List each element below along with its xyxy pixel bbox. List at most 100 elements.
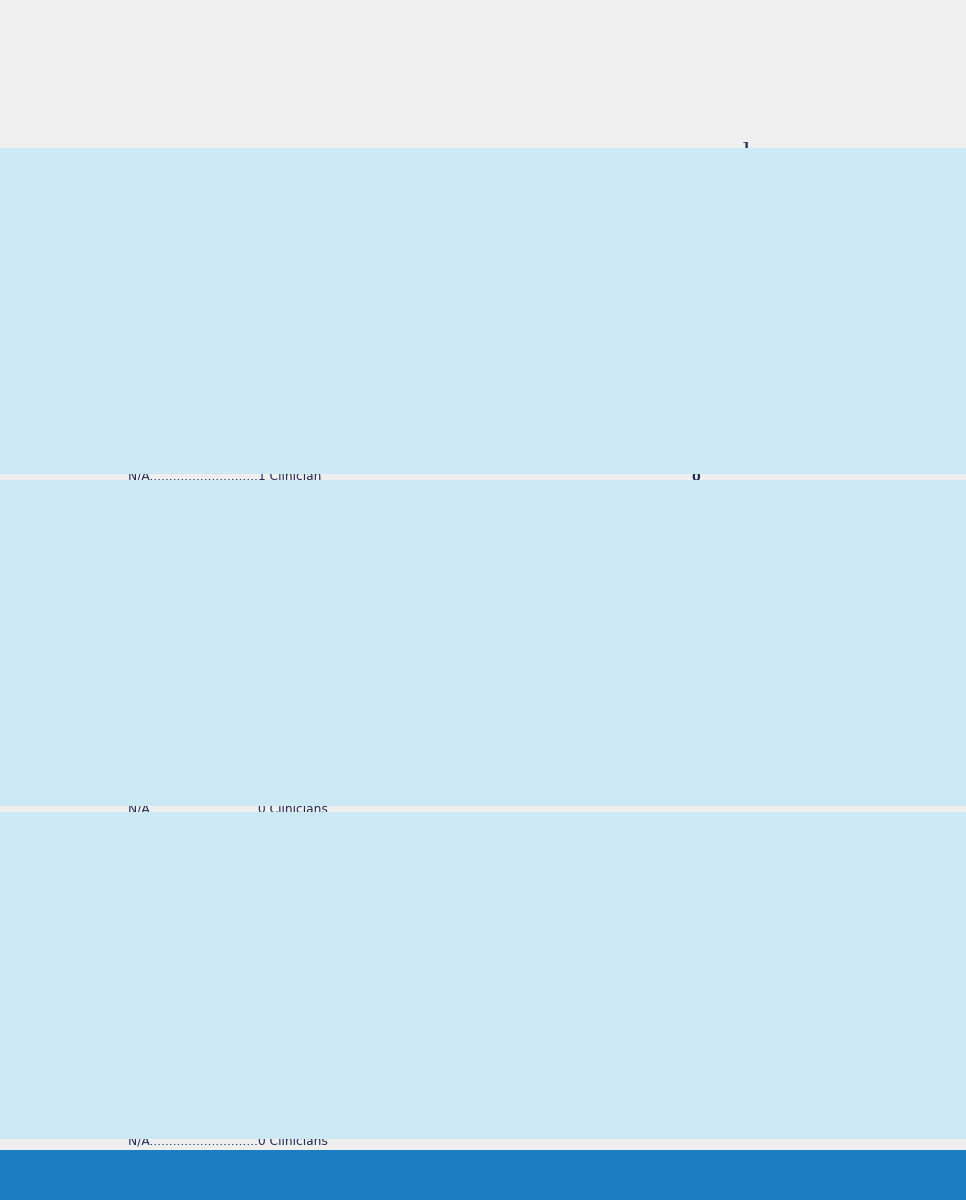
Bar	[79, 325, 114, 346]
Text: Disagrees: Disagrees	[542, 244, 593, 254]
Text: Disagree: Disagree	[674, 510, 721, 520]
Text: The TIDIShield Transport: The TIDIShield Transport	[79, 845, 264, 860]
Wedge shape	[581, 526, 696, 749]
Text: 88%: 88%	[663, 324, 728, 352]
Text: N/A............................0 Clinicians: N/A............................0 Clinici…	[128, 802, 328, 815]
Polygon shape	[19, 216, 61, 269]
Text: safely: safely	[354, 550, 403, 565]
Bar	[79, 799, 114, 818]
Text: Agree: Agree	[534, 956, 565, 967]
Text: Disagree: Disagree	[673, 503, 720, 512]
Polygon shape	[19, 881, 61, 934]
Wedge shape	[622, 193, 696, 257]
Text: Strongly: Strongly	[724, 172, 768, 181]
Wedge shape	[621, 220, 654, 257]
Text: saves time: saves time	[264, 180, 354, 196]
Wedge shape	[696, 526, 697, 575]
Bar	[79, 431, 114, 451]
Text: compared: compared	[354, 180, 432, 196]
Text: Clinician: Clinician	[622, 828, 668, 839]
Text: Strongly Agree:: Strongly Agree:	[643, 632, 748, 646]
Text: Agree or: Agree or	[667, 946, 724, 959]
Text: 0: 0	[597, 164, 606, 178]
Text: 0: 0	[693, 463, 702, 476]
Text: 6: 6	[742, 425, 751, 438]
Text: 1: 1	[640, 812, 649, 824]
Wedge shape	[581, 220, 810, 422]
Text: Survey Results: Survey Results	[79, 643, 178, 656]
Text: identified.: identified.	[79, 920, 165, 935]
Text: 4: 4	[546, 593, 554, 606]
Text: 89%: 89%	[663, 989, 728, 1016]
Text: Strongly Agree:: Strongly Agree:	[643, 965, 748, 978]
Wedge shape	[621, 858, 696, 922]
Text: As part of an ASC case study conducted by TIDI Products, nine (9) clinicians wer: As part of an ASC case study conducted b…	[183, 64, 783, 78]
Text: The TIDIShield Transport: The TIDIShield Transport	[79, 180, 264, 196]
Text: Strongly Disagree........0 Clinicians: Strongly Disagree........0 Clinicians	[128, 434, 338, 448]
Text: Clinicians: Clinicians	[525, 942, 575, 952]
Text: Clinician: Clinician	[724, 156, 769, 167]
Text: Disagree.....................0 Clinicians: Disagree.....................0 Clinician…	[128, 732, 334, 745]
Bar	[79, 467, 114, 486]
Text: Survey Results: Survey Results	[79, 976, 178, 989]
Text: Disagree: Disagree	[673, 842, 720, 852]
Text: Clinician: Clinician	[545, 229, 590, 239]
Wedge shape	[696, 858, 697, 907]
Bar	[79, 658, 114, 678]
Text: 1: 1	[742, 139, 751, 152]
Text: Strongly: Strongly	[802, 1049, 845, 1060]
Text: Agrees: Agrees	[728, 186, 764, 197]
Bar	[79, 728, 114, 748]
Text: Agree.........................4 Clinicians: Agree.........................4 Clinicia…	[128, 696, 331, 709]
Text: Clinicians: Clinicians	[816, 653, 867, 664]
Circle shape	[630, 575, 761, 706]
Text: Strongly Disagree........0 Clinicians: Strongly Disagree........0 Clinicians	[128, 1099, 338, 1112]
Text: the post-case back table.: the post-case back table.	[79, 256, 265, 270]
Text: Agree or: Agree or	[667, 281, 724, 294]
Text: 0: 0	[692, 796, 700, 809]
Bar	[79, 396, 114, 415]
Text: Agree: Agree	[809, 1064, 838, 1074]
Text: Strongly Agree:: Strongly Agree:	[643, 300, 748, 313]
Text: Clinicians: Clinicians	[799, 1034, 849, 1044]
Text: to rate their perceptions of the TIDIShield Transport from Strongly Agree to: to rate their perceptions of the TIDIShi…	[226, 94, 740, 108]
Text: Strongly: Strongly	[675, 494, 720, 505]
Text: Disagree.....................1 Clinician: Disagree.....................1 Clinician	[128, 400, 327, 413]
Text: provides confidence: provides confidence	[264, 845, 431, 860]
Text: Agree: Agree	[826, 684, 857, 694]
Bar	[79, 1026, 114, 1045]
Bar	[79, 361, 114, 380]
Text: transported.: transported.	[79, 588, 185, 602]
Text: that the post-case back table is: that the post-case back table is	[79, 882, 316, 898]
Wedge shape	[581, 884, 653, 1030]
Text: Clinicians: Clinicians	[672, 480, 723, 490]
Text: N/A............................1 Clinician: N/A............................1 Clinici…	[128, 469, 322, 482]
Bar	[79, 763, 114, 784]
Text: 5: 5	[837, 637, 845, 649]
Text: Strongly Disagree........0 Clinicians: Strongly Disagree........0 Clinicians	[128, 767, 338, 780]
Text: Strongly Disagree for a set of evaluative statements, including:: Strongly Disagree for a set of evaluativ…	[266, 124, 700, 137]
Bar	[79, 694, 114, 713]
Text: provides confidence: provides confidence	[264, 512, 431, 528]
Text: Agree: Agree	[534, 624, 565, 635]
Circle shape	[630, 242, 761, 373]
Polygon shape	[19, 548, 61, 601]
Bar	[79, 1096, 114, 1116]
Text: 6: 6	[819, 1018, 828, 1031]
Text: TIDIShield® Transport | 2023 ASC User Survey | Round 1: TIDIShield® Transport | 2023 ASC User Su…	[0, 17, 966, 49]
Text: N/A............................0 Clinicians: N/A............................0 Clinici…	[128, 1134, 328, 1147]
Bar	[79, 1061, 114, 1080]
Text: 1: 1	[563, 212, 572, 226]
Text: Disagrees: Disagrees	[619, 844, 670, 853]
Text: Disagree: Disagree	[578, 211, 624, 222]
Bar	[79, 990, 114, 1010]
Text: Strongly Agree..............1 Clinician: Strongly Agree..............1 Clinician	[128, 329, 337, 342]
Text: Clinicians: Clinicians	[721, 442, 771, 452]
Wedge shape	[696, 193, 770, 257]
Text: Clinicians: Clinicians	[525, 610, 575, 619]
Text: User survey of nine (9) clinicians at a participating ASC. For each set of resul: User survey of nine (9) clinicians at a …	[128, 1170, 838, 1180]
Wedge shape	[596, 858, 810, 1087]
Text: Clinicians: Clinicians	[576, 181, 626, 192]
Text: Survey Results: Survey Results	[79, 311, 178, 324]
Text: Strongly: Strongly	[819, 668, 863, 678]
